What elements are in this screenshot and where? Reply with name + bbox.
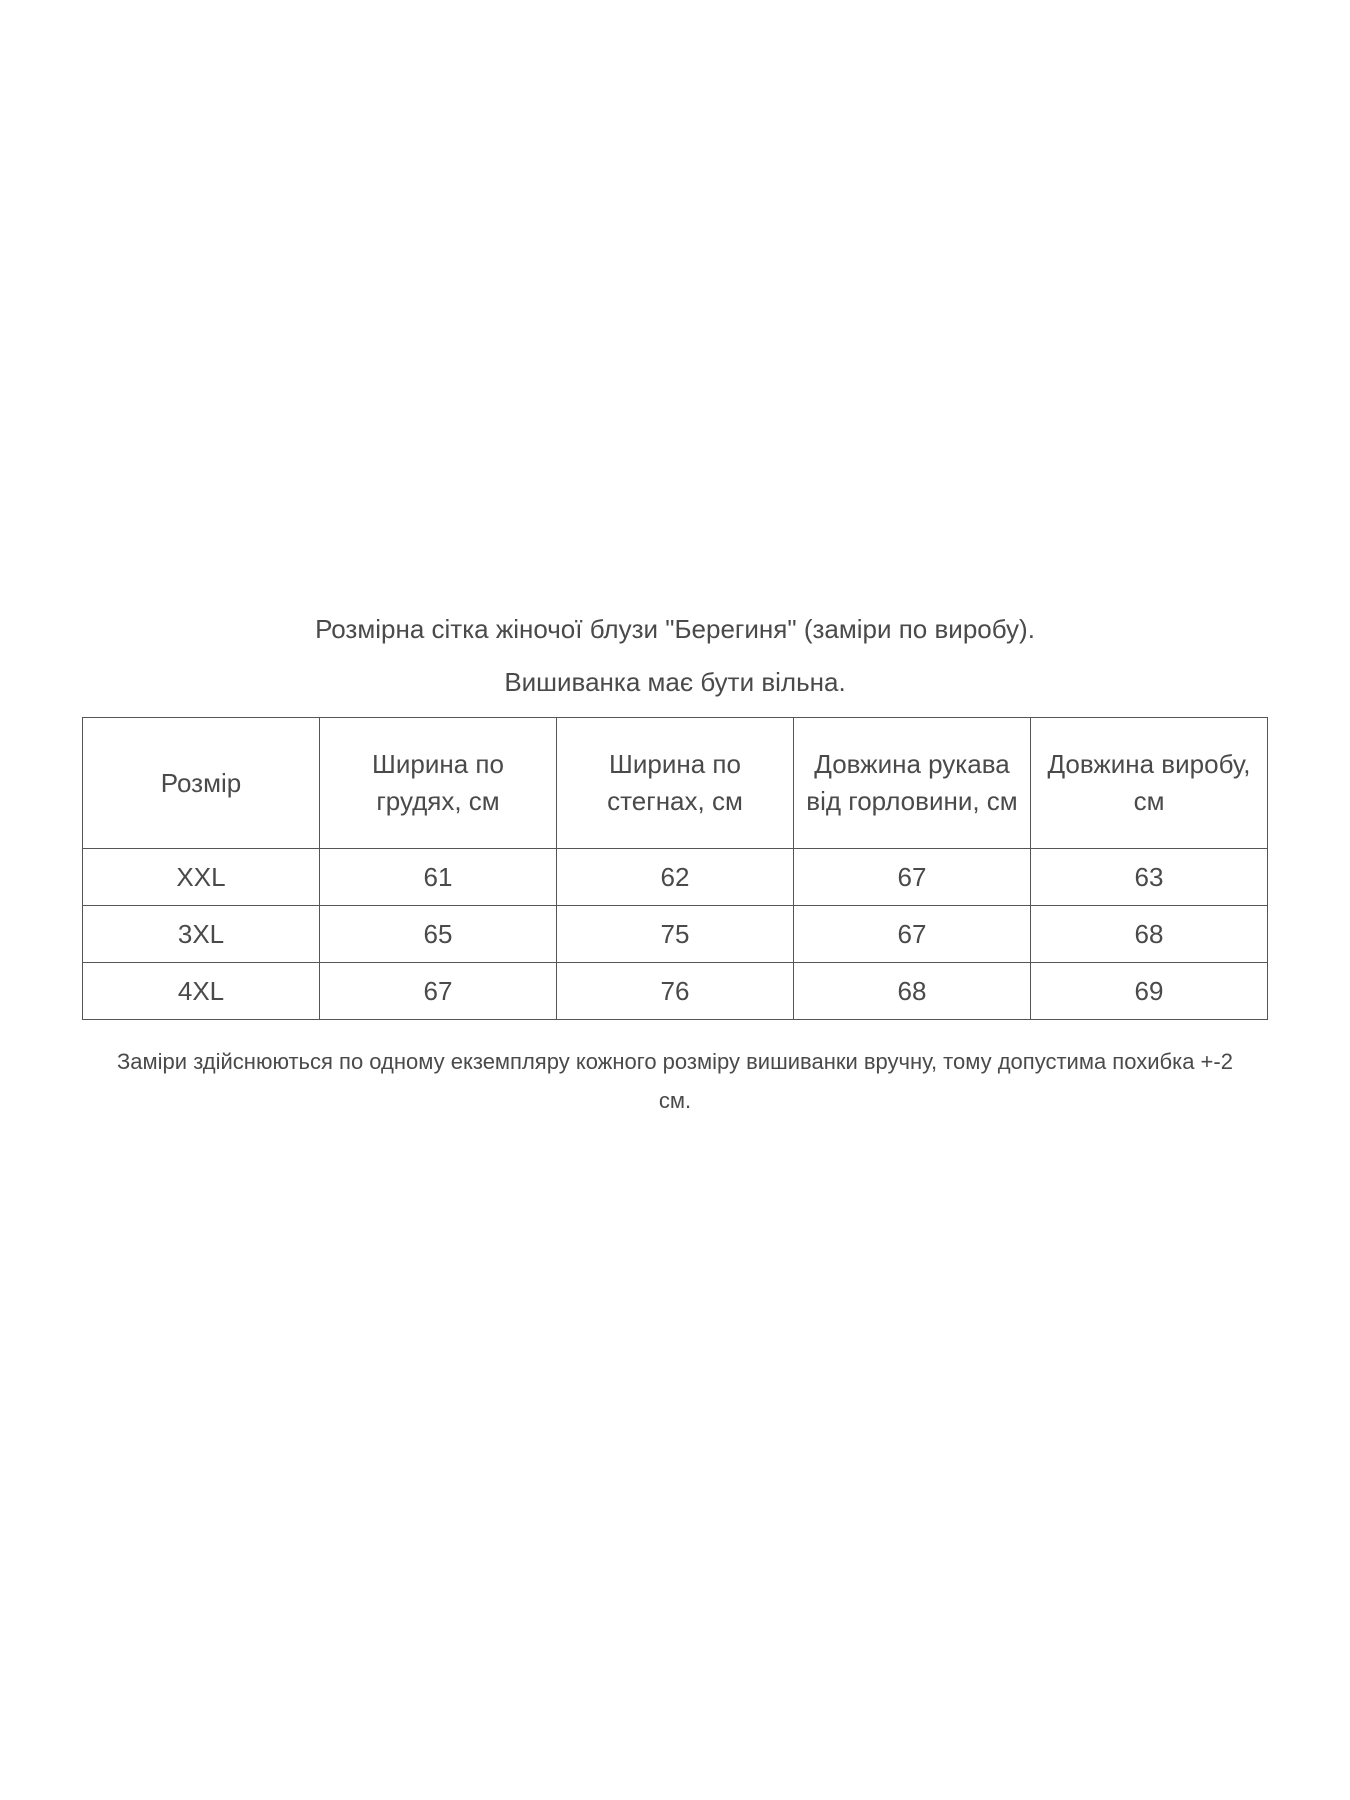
table-cell: 69 <box>1030 962 1268 1020</box>
page-title: Розмірна сітка жіночої блузи "Берегиня" … <box>315 614 1035 644</box>
table-row: 3XL 65 75 67 68 <box>82 905 1268 963</box>
table-cell: 67 <box>793 848 1031 906</box>
table-cell: 63 <box>1030 848 1268 906</box>
header-garment-length: Довжина виробу, см <box>1030 717 1268 849</box>
table-cell: 67 <box>319 962 557 1020</box>
table-cell: 67 <box>793 905 1031 963</box>
header-sleeve-length: Довжина рукава від горловини, см <box>793 717 1031 849</box>
table-cell: XXL <box>82 848 320 906</box>
header-hip-width: Ширина по стегнах, см <box>556 717 794 849</box>
table-row: XXL 61 62 67 63 <box>82 848 1268 906</box>
table-cell: 68 <box>793 962 1031 1020</box>
table-cell: 76 <box>556 962 794 1020</box>
table-cell: 75 <box>556 905 794 963</box>
header-chest-width: Ширина по грудях, см <box>319 717 557 849</box>
measurement-note: Заміри здійснюються по одному екземпляру… <box>117 1049 1233 1113</box>
header-size: Розмір <box>82 717 320 849</box>
table-cell: 68 <box>1030 905 1268 963</box>
table-cell: 61 <box>319 848 557 906</box>
table-cell: 3XL <box>82 905 320 963</box>
table-cell: 65 <box>319 905 557 963</box>
subtitle: Вишиванка має бути вільна. <box>504 667 846 697</box>
table-cell: 62 <box>556 848 794 906</box>
table-row: 4XL 67 76 68 69 <box>82 962 1268 1020</box>
header-row: Розмір Ширина по грудях, см Ширина по ст… <box>82 717 1268 849</box>
table-cell: 4XL <box>82 962 320 1020</box>
size-chart-table: Розмір Ширина по грудях, см Ширина по ст… <box>82 717 1268 1020</box>
